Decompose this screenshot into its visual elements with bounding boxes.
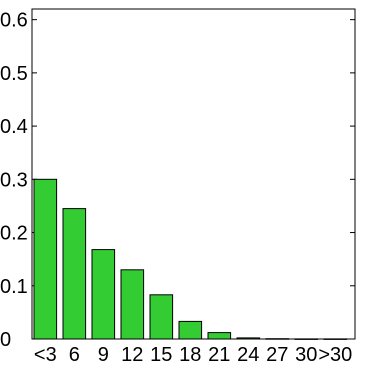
x-tick-label: 6 <box>69 344 80 365</box>
x-tick-label: 18 <box>179 344 201 365</box>
bar-5 <box>178 320 203 340</box>
x-tick-label: 9 <box>98 344 109 365</box>
x-tick-label: 15 <box>150 344 172 365</box>
x-tick-label: 24 <box>237 344 259 365</box>
bar-6 <box>207 332 232 340</box>
x-tick-label: 30 <box>295 344 317 365</box>
bar-9 <box>294 338 319 340</box>
x-axis-ticks: <3 6 9 12 15 18 21 24 27 30 >30 <box>34 344 352 365</box>
bar-10 <box>323 338 348 340</box>
y-tick-label: 0.3 <box>0 169 28 191</box>
bars <box>33 178 348 340</box>
bar-8 <box>265 338 290 340</box>
y-tick-label: 0.4 <box>0 116 28 138</box>
x-tick-label: >30 <box>318 344 352 365</box>
bar-3 <box>120 269 145 340</box>
bar-2 <box>91 249 116 340</box>
bar-0 <box>33 178 58 340</box>
y-tick-label: 0.6 <box>0 10 28 32</box>
x-tick-label: <3 <box>34 344 57 365</box>
bar-7 <box>236 337 261 340</box>
x-tick-label: 27 <box>266 344 288 365</box>
x-tick-label: 12 <box>121 344 143 365</box>
y-tick-label: 0.5 <box>0 63 28 85</box>
y-tick-label: 0.1 <box>0 276 28 298</box>
bar-1 <box>62 208 87 340</box>
bar-4 <box>149 294 174 340</box>
x-tick-label: 21 <box>208 344 230 365</box>
y-tick-label: 0 <box>0 329 11 351</box>
y-axis-ticks: 0 0.1 0.2 0.3 0.4 0.5 0.6 <box>0 10 355 351</box>
y-tick-label: 0.2 <box>0 223 28 245</box>
